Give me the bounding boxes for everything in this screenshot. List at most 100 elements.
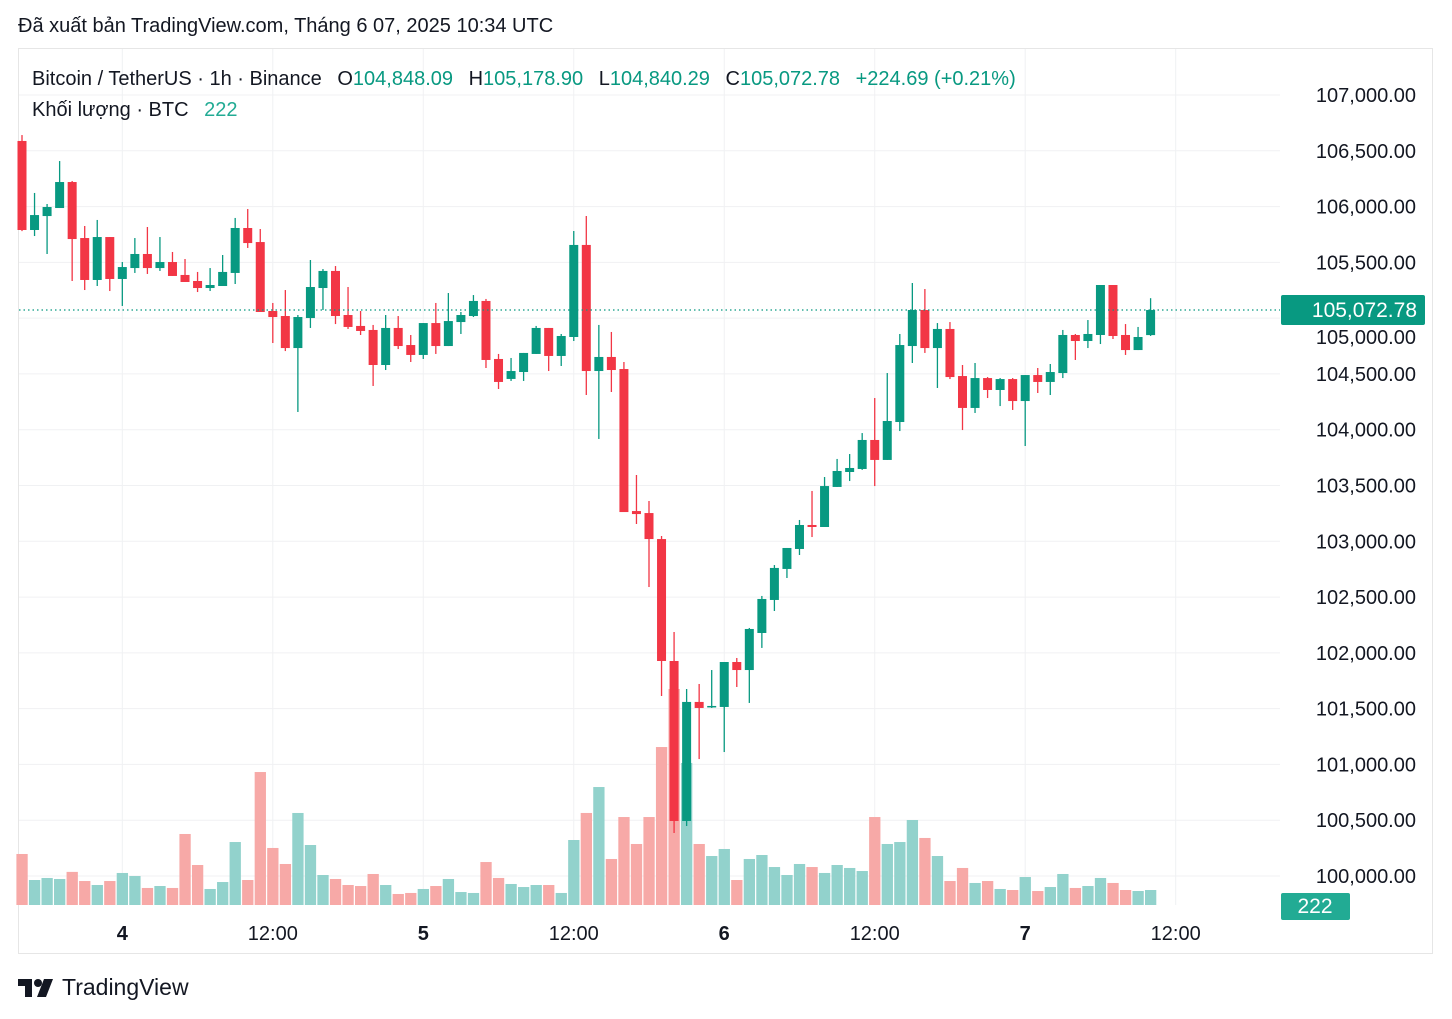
candle-body (92, 237, 102, 280)
volume-bar (116, 872, 129, 905)
volume-bar (455, 892, 467, 905)
candle-body (406, 345, 416, 355)
volume-bar (956, 867, 969, 905)
candle-up (932, 323, 942, 388)
last-price-badge (1281, 295, 1425, 326)
candle-body (820, 486, 830, 527)
candle-up (995, 378, 1005, 407)
candle-body (1070, 334, 1080, 342)
candle-body (669, 660, 679, 821)
volume-bar (743, 858, 756, 905)
candle-body (694, 701, 704, 708)
chart-legend: Bitcoin / TetherUS · 1h · Binance O104,8… (32, 64, 1016, 126)
candle-body (142, 253, 152, 269)
volume-bar (630, 843, 643, 905)
candle-up (443, 293, 453, 347)
candle-up (468, 295, 478, 318)
low-value: 104,840.29 (609, 68, 710, 90)
candle-down (393, 316, 403, 350)
candle-body (519, 352, 529, 373)
candle-body (657, 539, 667, 661)
candle-body (544, 327, 554, 356)
candle-body (970, 378, 980, 408)
candle-body (870, 439, 880, 460)
candle-body (945, 328, 955, 378)
close-value: 105,072.78 (739, 68, 841, 90)
volume-bar (906, 820, 919, 905)
candle-body (230, 227, 240, 273)
candle-body (794, 524, 804, 549)
footer-brand[interactable]: TradingView (18, 974, 189, 1001)
volume-bar (1057, 873, 1069, 905)
volume-label[interactable]: Khối lượng · BTC (32, 99, 189, 121)
y-tick-label: 105,500.00 (1316, 252, 1416, 274)
candle-up (456, 312, 466, 334)
volume-bar (706, 856, 718, 905)
candle-body (644, 513, 654, 540)
candle-down (268, 302, 278, 344)
candle-up (293, 315, 303, 412)
candle-up (1020, 375, 1030, 446)
volume-bar (79, 881, 91, 905)
volume-bar (643, 817, 655, 905)
candle-down (945, 322, 955, 380)
volume-bar (179, 833, 191, 905)
candle-up (882, 373, 892, 460)
candle-down (406, 334, 416, 362)
low-label: L (598, 68, 610, 90)
candle-down (1033, 368, 1043, 394)
candle-body (205, 285, 215, 289)
candle-up (769, 565, 779, 612)
volume-bar (104, 881, 116, 905)
candle-up (970, 362, 980, 413)
candle-up (1146, 298, 1156, 336)
candle-down (193, 271, 203, 293)
candle-body (1008, 379, 1018, 402)
volume-bar (869, 817, 881, 905)
candle-body (732, 661, 742, 671)
candle-up (1095, 285, 1105, 345)
candle-up (230, 217, 240, 284)
candle-body (619, 369, 629, 513)
candle-body (895, 345, 905, 423)
candle-body (631, 511, 641, 515)
volume-bar (681, 762, 693, 905)
volume-bar (166, 887, 179, 905)
volume-bar (292, 812, 304, 905)
volume-bar (54, 878, 66, 905)
candle-up (907, 282, 917, 363)
candle-body (456, 315, 466, 323)
candle-body (17, 140, 27, 230)
y-tick-label: 107,000.00 (1316, 85, 1416, 107)
candle-body (769, 567, 779, 600)
grid (19, 49, 1280, 905)
candle-body (255, 242, 265, 313)
symbol-title[interactable]: Bitcoin / TetherUS · 1h · Binance (32, 68, 322, 90)
volume-bar (881, 843, 893, 905)
y-tick-label: 103,000.00 (1316, 531, 1416, 553)
candle-down (644, 501, 654, 588)
candle-down (481, 298, 491, 369)
volume-bar (781, 875, 793, 905)
volume-bar (944, 881, 956, 905)
x-tick-label: 4 (117, 923, 129, 945)
candle-body (832, 470, 842, 487)
candle-up (1133, 326, 1143, 351)
volume-bar (1082, 886, 1094, 905)
candle-up (895, 333, 905, 432)
candle-body (569, 244, 579, 337)
volume-bar (768, 867, 781, 905)
candle-up (130, 238, 140, 273)
volume-bar (555, 892, 567, 905)
volume-bar (844, 867, 856, 905)
candle-down (167, 251, 177, 276)
volume-bar (304, 845, 317, 905)
x-tick-label: 7 (1020, 923, 1031, 945)
x-tick-label: 5 (418, 923, 429, 945)
candle-up (1083, 320, 1093, 349)
candle-down (280, 290, 290, 352)
volume-bar (41, 877, 53, 905)
candle-body (1020, 375, 1030, 402)
volume-bar (380, 885, 392, 905)
